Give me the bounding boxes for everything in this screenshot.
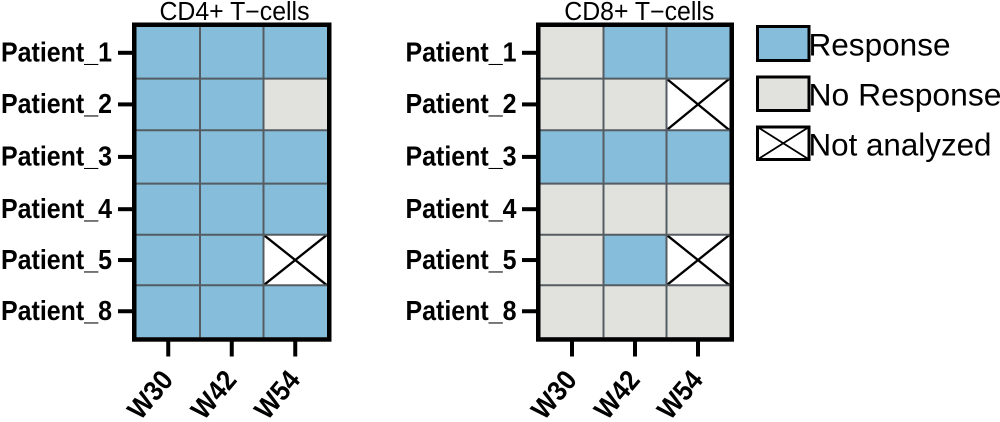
svg-text:Patient_1: Patient_1 — [1, 37, 112, 68]
svg-text:CD4+ T−cells: CD4+ T−cells — [160, 0, 310, 26]
svg-text:CD8+ T−cells: CD8+ T−cells — [564, 0, 714, 26]
svg-text:Response: Response — [809, 27, 951, 63]
svg-text:Patient_5: Patient_5 — [406, 244, 517, 275]
svg-text:Patient_3: Patient_3 — [406, 141, 517, 172]
svg-text:Patient_5: Patient_5 — [1, 244, 112, 275]
svg-text:Patient_2: Patient_2 — [1, 88, 112, 119]
svg-text:Patient_3: Patient_3 — [1, 141, 112, 172]
svg-text:Patient_8: Patient_8 — [1, 295, 112, 326]
svg-text:Patient_4: Patient_4 — [1, 193, 112, 224]
svg-text:Patient_8: Patient_8 — [406, 295, 517, 326]
svg-text:Patient_4: Patient_4 — [406, 193, 517, 224]
svg-text:Not analyzed: Not analyzed — [809, 127, 992, 163]
svg-text:Patient_2: Patient_2 — [406, 88, 517, 119]
svg-text:Patient_1: Patient_1 — [406, 37, 517, 68]
svg-text:No Response: No Response — [809, 77, 1000, 113]
